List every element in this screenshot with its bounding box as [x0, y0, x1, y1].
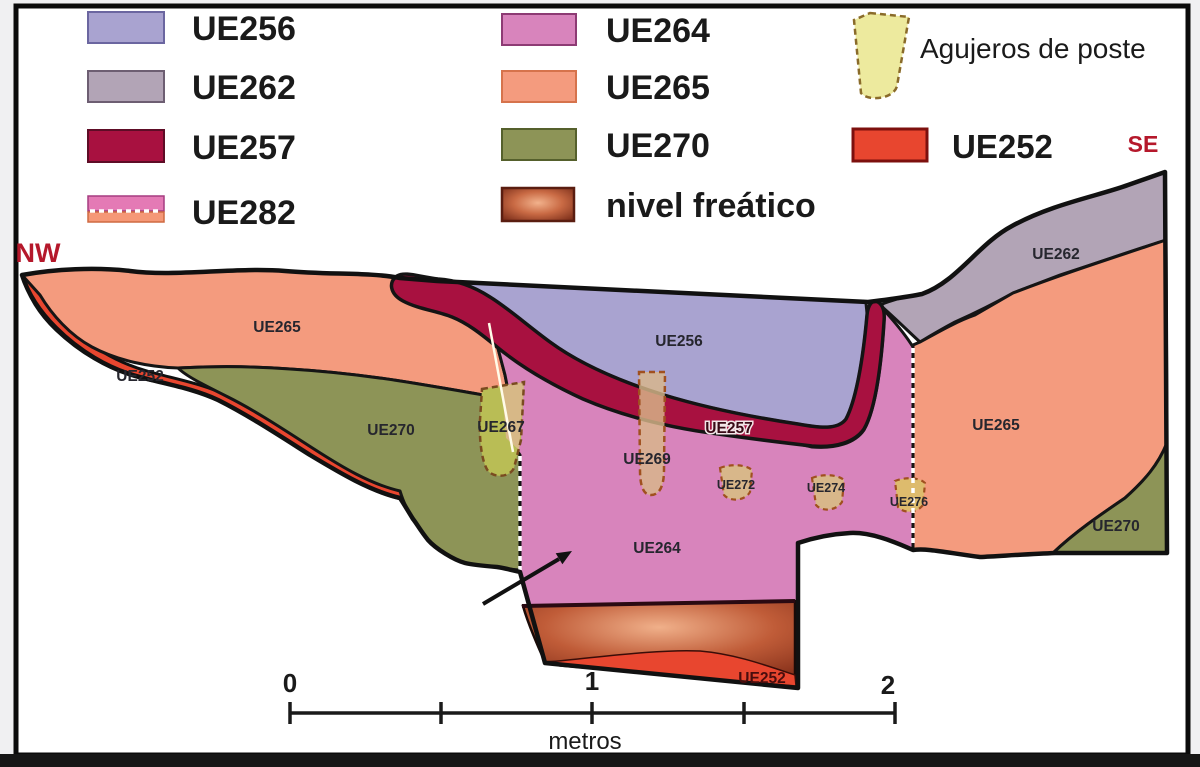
label-ue264: UE264	[633, 540, 681, 557]
label-ue270-right: UE270	[1092, 518, 1139, 535]
legend-label-ue264: UE264	[606, 12, 710, 50]
label-ue265-right: UE265	[972, 417, 1020, 434]
legend-label-nivel-freatico: nivel freático	[606, 187, 816, 225]
legend-label-ue257: UE257	[192, 129, 296, 167]
label-ue257: UE257	[705, 420, 752, 437]
scale-label-2: 2	[881, 670, 895, 700]
legend-swatch-nivel-freatico	[500, 186, 576, 223]
label-ue252-pit: UE252	[738, 670, 785, 687]
bottom-bar	[0, 754, 1200, 767]
legend-swatch-ue282	[87, 195, 165, 223]
label-ue262-right: UE262	[1032, 246, 1079, 263]
legend-swatch-ue257	[87, 129, 165, 163]
legend-label-ue262: UE262	[192, 69, 296, 107]
scale-label-0: 0	[283, 668, 297, 698]
section-drawing: UE265 UE252 UE270 UE267 UE256 UE257 UE26…	[19, 169, 1170, 691]
label-ue274: UE274	[807, 481, 845, 495]
legend: UE256 UE262 UE257 UE282 UE264 UE265 UE27…	[87, 10, 1146, 232]
legend-label-ue265: UE265	[606, 69, 710, 107]
label-ue265-left: UE265	[253, 319, 301, 336]
section-labels: UE265 UE252 UE270 UE267 UE256 UE257 UE26…	[116, 246, 1139, 687]
arrow-head	[555, 551, 572, 565]
posthole-ue267-border	[478, 380, 526, 477]
label-ue270-left: UE270	[367, 422, 414, 439]
freatico-top-line	[521, 599, 796, 608]
section-outline	[19, 169, 1170, 691]
label-ue256: UE256	[655, 333, 703, 350]
legend-swatch-posthole	[852, 11, 911, 100]
legend-label-posthole: Agujeros de poste	[920, 33, 1146, 64]
label-ue272: UE272	[717, 478, 755, 492]
scale-label-1: 1	[585, 666, 599, 696]
posthole-ue267	[478, 380, 526, 477]
legend-swatch-ue256	[87, 11, 165, 44]
region-ue257	[389, 272, 886, 449]
legend-swatch-ue270	[501, 128, 577, 161]
label-ue267: UE267	[477, 419, 524, 436]
legend-swatch-ue282-bottom	[87, 211, 165, 223]
posthole-ue272	[718, 464, 754, 501]
arrow-shaft	[481, 557, 561, 606]
legend-swatch-ue252	[851, 127, 929, 163]
scale-bar	[288, 702, 897, 724]
posthole-ue269	[637, 370, 667, 497]
legend-swatch-ue265	[501, 70, 577, 103]
legend-label-ue256: UE256	[192, 10, 296, 48]
region-ue270-right	[1051, 441, 1169, 555]
posthole-ue276	[893, 477, 927, 513]
legend-label-ue282: UE282	[192, 194, 296, 232]
white-divider-diagonal	[487, 322, 515, 453]
legend-label-ue270: UE270	[606, 127, 710, 165]
scale-unit-label: metros	[548, 728, 621, 755]
compass-nw: NW	[16, 238, 61, 268]
legend-label-ue252: UE252	[952, 128, 1053, 165]
legend-swatch-ue282-top	[87, 195, 165, 212]
label-ue269: UE269	[623, 451, 671, 468]
posthole-ue274	[810, 474, 846, 511]
label-ue276: UE276	[890, 495, 928, 509]
compass-se: SE	[1128, 131, 1159, 157]
region-ue252-pit	[547, 649, 797, 687]
legend-swatch-ue264	[501, 13, 577, 46]
label-ue252-left: UE252	[116, 368, 163, 385]
posthole-ue267-tan	[502, 382, 524, 450]
pointer-arrow	[481, 551, 572, 606]
legend-swatch-ue262	[87, 70, 165, 103]
